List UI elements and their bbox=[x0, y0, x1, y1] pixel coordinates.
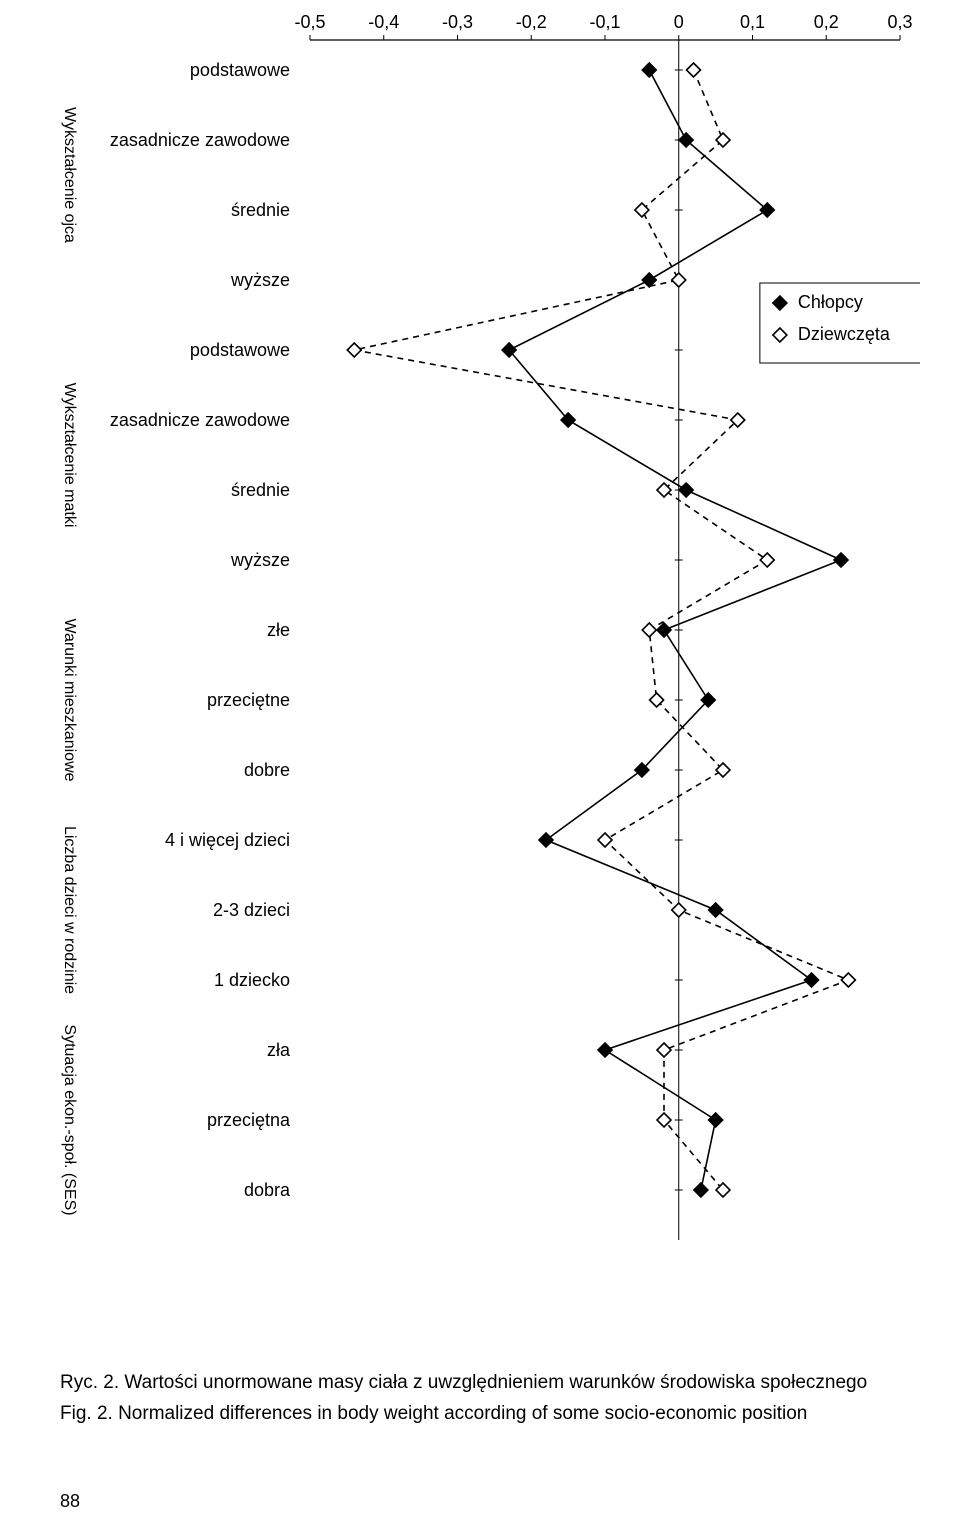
series-marker bbox=[694, 1183, 708, 1197]
category-label: złe bbox=[267, 620, 290, 640]
x-tick-label: -0,3 bbox=[442, 12, 473, 32]
category-label: 4 i więcej dzieci bbox=[165, 830, 290, 850]
group-label: Wykształcenie ojca bbox=[61, 107, 78, 243]
series-marker bbox=[657, 1043, 671, 1057]
caption-line-1: Ryc. 2. Wartości unormowane masy ciała z… bbox=[60, 1370, 940, 1397]
category-label: 1 dziecko bbox=[214, 970, 290, 990]
series-marker bbox=[642, 63, 656, 77]
category-label: zasadnicze zawodowe bbox=[110, 130, 290, 150]
chart-container: -0,5 -0,4 -0,3 -0,2 -0,1 0 0,1 0,2 0,3 podstawowe… bbox=[50, 0, 920, 1330]
category-label: zła bbox=[267, 1040, 291, 1060]
series-marker bbox=[834, 553, 848, 567]
x-tick-label: -0,4 bbox=[368, 12, 399, 32]
category-label: zasadnicze zawodowe bbox=[110, 410, 290, 430]
x-tick-label: -0,1 bbox=[589, 12, 620, 32]
caption-line-2: Fig. 2. Normalized differences in body w… bbox=[60, 1401, 940, 1428]
group-label: Warunki mieszkaniowe bbox=[61, 618, 78, 781]
category-label: wyższe bbox=[230, 270, 290, 290]
series-marker bbox=[598, 833, 612, 847]
series-marker bbox=[672, 903, 686, 917]
series-marker bbox=[709, 903, 723, 917]
category-label: podstawowe bbox=[190, 60, 290, 80]
series-marker bbox=[642, 623, 656, 637]
group-label: Wykształcenie matki bbox=[61, 383, 78, 528]
series-marker bbox=[672, 273, 686, 287]
series-marker bbox=[657, 623, 671, 637]
category-label: dobre bbox=[244, 760, 290, 780]
category-label: przeciętna bbox=[207, 1110, 291, 1130]
group-label: Sytuacja ekon.-społ. (SES) bbox=[61, 1024, 78, 1215]
series-marker bbox=[679, 483, 693, 497]
group-label: Liczba dzieci w rodzinie bbox=[61, 826, 78, 994]
category-label: 2-3 dzieci bbox=[213, 900, 290, 920]
category-label: dobra bbox=[244, 1180, 291, 1200]
category-label: średnie bbox=[231, 480, 290, 500]
category-label: wyższe bbox=[230, 550, 290, 570]
x-tick-label: 0,3 bbox=[887, 12, 912, 32]
x-tick-label: -0,5 bbox=[294, 12, 325, 32]
series-marker bbox=[598, 1043, 612, 1057]
series-marker bbox=[539, 833, 553, 847]
series-marker bbox=[841, 973, 855, 987]
legend-label: Chłopcy bbox=[798, 292, 863, 312]
page: -0,5 -0,4 -0,3 -0,2 -0,1 0 0,1 0,2 0,3 podstawowe… bbox=[0, 0, 960, 1532]
series-line bbox=[354, 70, 848, 1190]
x-tick-label: 0,2 bbox=[814, 12, 839, 32]
series-marker bbox=[687, 63, 701, 77]
series-marker bbox=[709, 1113, 723, 1127]
category-label: przeciętne bbox=[207, 690, 290, 710]
legend-label: Dziewczęta bbox=[798, 324, 891, 344]
page-number: 88 bbox=[60, 1491, 80, 1512]
x-tick-label: 0 bbox=[674, 12, 684, 32]
category-label: podstawowe bbox=[190, 340, 290, 360]
figure-caption: Ryc. 2. Wartości unormowane masy ciała z… bbox=[60, 1370, 940, 1431]
chart-svg: -0,5 -0,4 -0,3 -0,2 -0,1 0 0,1 0,2 0,3 podstawowe… bbox=[50, 0, 920, 1330]
x-tick-label: -0,2 bbox=[516, 12, 547, 32]
x-tick-label: 0,1 bbox=[740, 12, 765, 32]
series-marker bbox=[805, 973, 819, 987]
series-marker bbox=[347, 343, 361, 357]
series-marker bbox=[760, 553, 774, 567]
category-label: średnie bbox=[231, 200, 290, 220]
